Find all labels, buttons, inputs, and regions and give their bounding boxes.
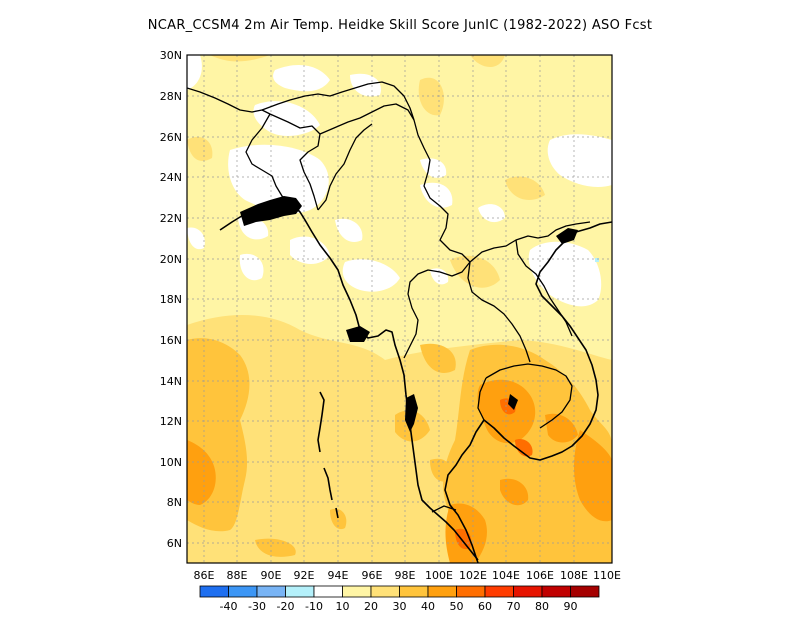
negative-skill-speck (595, 258, 599, 262)
colorbar-swatch (228, 585, 258, 598)
lon-label: 108E (560, 569, 588, 582)
colorbar-label: 30 (393, 600, 407, 613)
lat-label: 16N (160, 334, 182, 347)
near-zero-areas (187, 55, 612, 424)
lon-label: 100E (425, 569, 453, 582)
colorbar-label: 90 (564, 600, 578, 613)
colorbar-swatch (399, 585, 429, 598)
lon-label: 88E (227, 569, 248, 582)
colorbar-swatch (427, 585, 457, 598)
lon-label: 106E (526, 569, 554, 582)
colorbar-swatch (513, 585, 543, 598)
colorbar-label: 50 (450, 600, 464, 613)
country-borders (187, 81, 591, 513)
colorbar-label: 80 (535, 600, 549, 613)
colorbar-swatch (484, 585, 514, 598)
colorbar-swatch (570, 585, 600, 598)
lat-label: 10N (160, 456, 182, 469)
colorbar-label: 60 (478, 600, 492, 613)
lon-label: 86E (194, 569, 215, 582)
lat-label: 8N (167, 496, 182, 509)
colorbar-label: 70 (507, 600, 521, 613)
lat-label: 20N (160, 253, 182, 266)
latitude-axis: 30N 28N 26N 24N 22N 20N 18N 16N 14N 12N … (160, 49, 182, 550)
colorbar-swatch (256, 585, 286, 598)
lat-label: 18N (160, 293, 182, 306)
lon-label: 94E (328, 569, 349, 582)
colorbar-swatch (541, 585, 571, 598)
lat-label: 30N (160, 49, 182, 62)
lon-label: 92E (294, 569, 315, 582)
lon-label: 102E (459, 569, 487, 582)
lon-label: 110E (593, 569, 621, 582)
delta-islands (240, 196, 578, 432)
colorbar: -40 -30 -20 -10 10 20 30 40 50 60 70 80 90 (199, 585, 600, 613)
colorbar-label: -30 (248, 600, 266, 613)
colorbar-label: 10 (336, 600, 350, 613)
colorbar-swatch (313, 585, 343, 598)
colorbar-label: -40 (220, 600, 238, 613)
lat-label: 24N (160, 171, 182, 184)
lon-label: 104E (492, 569, 520, 582)
lon-label: 98E (395, 569, 416, 582)
lat-label: 22N (160, 212, 182, 225)
lat-label: 14N (160, 375, 182, 388)
lat-label: 12N (160, 415, 182, 428)
colorbar-swatch (456, 585, 486, 598)
colorbar-swatch (199, 585, 229, 598)
colorbar-swatch (342, 585, 372, 598)
colorbar-label: 20 (364, 600, 378, 613)
lon-label: 96E (362, 569, 383, 582)
skill-score-field (187, 55, 612, 563)
lat-label: 28N (160, 90, 182, 103)
lat-label: 6N (167, 537, 182, 550)
colorbar-label: -10 (305, 600, 323, 613)
colorbar-label: -20 (277, 600, 295, 613)
colorbar-swatch (285, 585, 315, 598)
longitude-axis: 86E 88E 90E 92E 94E 96E 98E 100E 102E 10… (194, 569, 621, 582)
lon-label: 90E (261, 569, 282, 582)
map-title: NCAR_CCSM4 2m Air Temp. Heidke Skill Sco… (147, 18, 653, 33)
plot-frame (186, 54, 613, 564)
colorbar-swatch (370, 585, 400, 598)
lat-label: 26N (160, 131, 182, 144)
colorbar-label: 40 (421, 600, 435, 613)
